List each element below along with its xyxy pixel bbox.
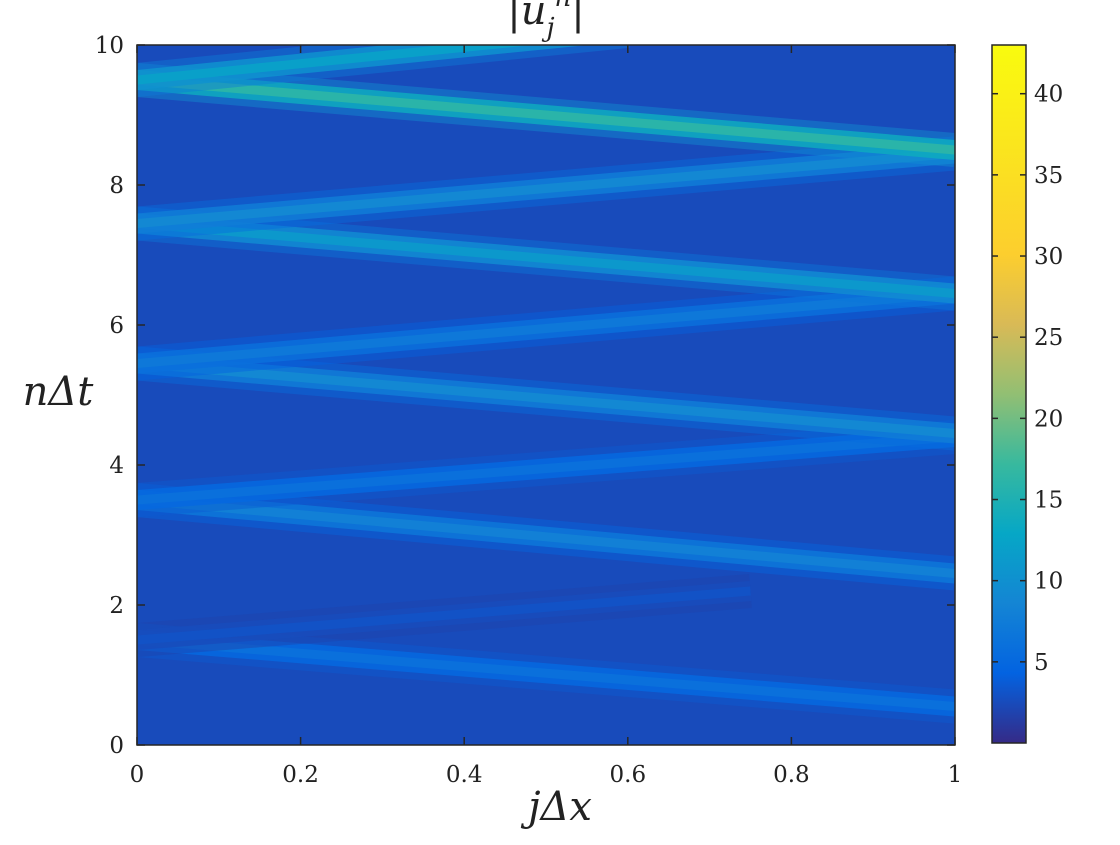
colorbar: 5 10 15 20 25 30 35 40 bbox=[991, 44, 1063, 744]
y-axis: 0 2 4 6 8 10 bbox=[95, 33, 955, 759]
band-core bbox=[137, 586, 751, 645]
band-core bbox=[137, 149, 955, 228]
colorbar-tick-label: 20 bbox=[1034, 406, 1063, 432]
y-tick-label: 6 bbox=[109, 313, 124, 339]
band-6 bbox=[137, 276, 955, 381]
plot-area bbox=[136, 44, 956, 746]
colorbar-ticks: 5 10 15 20 25 30 35 40 bbox=[992, 82, 1063, 676]
y-tick-label: 10 bbox=[95, 33, 124, 59]
band-4 bbox=[137, 420, 955, 517]
band-core bbox=[137, 635, 955, 711]
band-core bbox=[137, 289, 955, 368]
band-10 bbox=[137, 45, 630, 97]
band-7 bbox=[137, 206, 955, 311]
title-close: | bbox=[571, 0, 584, 34]
colorbar-tick-label: 10 bbox=[1034, 569, 1063, 595]
x-tick-label: 0.2 bbox=[282, 762, 319, 788]
band-core bbox=[137, 432, 955, 505]
bands-layer bbox=[137, 45, 955, 724]
plot-frame bbox=[136, 44, 956, 746]
band-core bbox=[137, 219, 955, 298]
chart-title: |ujn| bbox=[507, 0, 585, 43]
y-tick-label: 2 bbox=[109, 593, 124, 619]
band-9 bbox=[137, 63, 955, 167]
band-core bbox=[137, 495, 955, 578]
colorbar-tick-label: 5 bbox=[1034, 650, 1049, 676]
colorbar-gradient bbox=[991, 44, 1027, 744]
x-tick-label: 0 bbox=[130, 762, 145, 788]
x-tick-label: 0.8 bbox=[773, 762, 810, 788]
colorbar-tick-label: 40 bbox=[1034, 82, 1063, 108]
band-3 bbox=[137, 483, 955, 591]
x-tick-label: 0.6 bbox=[610, 762, 647, 788]
band-core bbox=[137, 75, 955, 155]
colorbar-tick-label: 15 bbox=[1034, 488, 1063, 514]
y-tick-label: 0 bbox=[109, 733, 124, 759]
band-1 bbox=[137, 623, 955, 724]
x-tick-label: 0.4 bbox=[446, 762, 483, 788]
x-tick-label: 1 bbox=[948, 762, 963, 788]
y-tick-label: 4 bbox=[109, 453, 124, 479]
y-axis-label: nΔt bbox=[23, 369, 95, 415]
y-tick-label: 8 bbox=[109, 173, 124, 199]
band-5 bbox=[137, 346, 955, 451]
band-core bbox=[137, 359, 955, 438]
title-sup: n bbox=[555, 0, 572, 13]
x-axis: 0 0.2 0.4 0.6 0.8 1 bbox=[130, 45, 963, 788]
band-8 bbox=[137, 136, 955, 241]
band-core bbox=[137, 45, 533, 85]
colorbar-tick-label: 25 bbox=[1034, 325, 1063, 351]
title-base: |u bbox=[507, 0, 546, 34]
colorbar-tick-label: 35 bbox=[1034, 163, 1063, 189]
band-2 bbox=[137, 574, 752, 657]
x-axis-label: jΔx bbox=[520, 784, 592, 830]
colorbar-tick-label: 30 bbox=[1034, 244, 1063, 270]
